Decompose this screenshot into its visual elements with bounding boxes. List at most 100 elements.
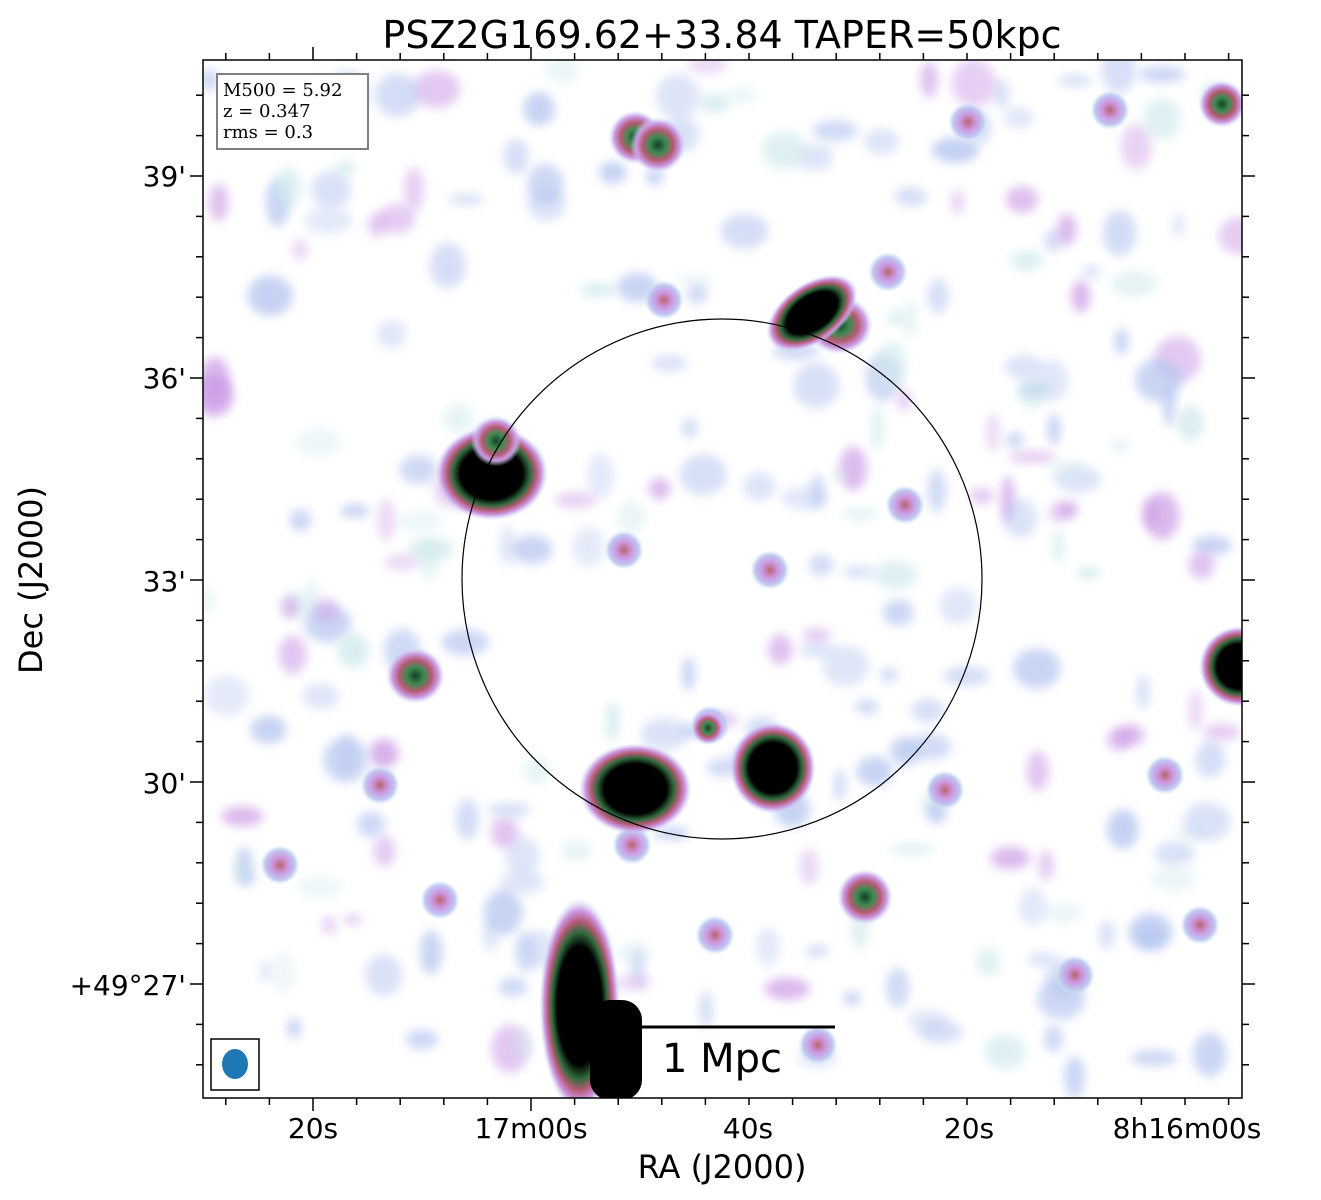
axis-ticks [190,47,1255,1111]
faint-knot [1055,955,1095,995]
noise-blob [311,170,351,209]
faint-knot [612,825,652,865]
beam-ellipse [222,1049,248,1079]
noise-blob [599,161,627,184]
noise-blob [1048,502,1070,523]
faint-knot [420,880,460,920]
noise-blob [399,454,438,485]
noise-blob [888,310,904,326]
noise-blob [340,504,370,518]
minor-source [1198,80,1242,128]
noise-blob [1114,328,1129,355]
noise-blob [278,635,307,674]
info-rms: rms = 0.3 [223,122,313,143]
noise-blob [606,702,620,742]
noise-blob [561,839,591,862]
noise-blob [343,913,362,926]
noise-blob [890,737,921,766]
y-tick-label: 33' [143,565,186,598]
noise-blob [896,389,912,412]
noise-blob [1188,689,1203,731]
diffuse-emission [203,60,1242,1098]
noise-blob [805,945,829,958]
x-tick-label: 20s [288,1112,338,1145]
noise-blob [833,769,847,802]
noise-blob [842,507,878,521]
noise-blob [203,587,216,614]
y-tick-label: 36' [143,362,186,395]
noise-blob [809,473,825,509]
noise-blob [1204,723,1241,741]
noise-blob [1076,567,1101,580]
plot-frame [202,59,1243,1099]
noise-blob [515,1026,532,1059]
noise-blob [455,798,479,840]
noise-blob [312,598,340,623]
noise-blob [855,698,879,715]
scale-bar-label: 1 Mpc [662,1036,782,1082]
noise-blob [688,60,727,74]
noise-blob [1046,460,1087,479]
minor-source [837,869,893,925]
noise-blob [943,666,990,686]
faint-knot [1180,905,1220,945]
noise-blob [648,478,671,500]
compact-source-G [385,647,446,705]
noise-blob [864,128,899,155]
noise-blob [768,634,793,665]
noise-blob [984,1034,1027,1070]
noise-blob [338,733,355,777]
noise-blob [720,213,769,249]
noise-blob [911,698,945,723]
noise-blob [572,526,605,567]
noise-blob [894,187,928,207]
compact-source-E [1198,625,1242,707]
noise-blob [373,834,396,868]
noise-blob [420,930,443,975]
noise-blob [809,554,833,576]
noise-blob [1135,925,1166,947]
noise-blob [482,920,499,952]
noise-blob [877,340,907,387]
cluster-r500-circle [461,318,983,840]
noise-blob [203,68,219,91]
noise-blob [1044,1025,1063,1053]
noise-blob [1038,850,1054,881]
noise-blob [1135,358,1183,402]
noise-blob [839,446,867,491]
noise-blob [1154,841,1195,866]
noise-blob [812,120,858,142]
y-axis-label: Dec (J2000) [12,486,50,674]
noise-blob [286,1017,302,1039]
noise-blob [1142,497,1160,530]
noise-blob [443,403,473,434]
noise-blob [259,959,272,983]
noise-blob [289,509,312,531]
noise-blob [419,540,440,580]
noise-blob [986,413,1000,453]
noise-blob [939,587,977,624]
noise-blob [842,991,862,1006]
noise-blob [617,500,645,533]
noise-blob [1003,106,1034,129]
noise-blob [554,492,597,509]
noise-blob [447,193,484,206]
noise-blob [511,534,553,565]
x-tick-label: 8h16m00s [1113,1112,1262,1145]
noise-blob [1098,920,1115,950]
compact-source-B [729,722,817,814]
noise-blob [1138,66,1186,83]
noise-blob [429,242,466,289]
noise-blob [499,870,545,895]
noise-blob [273,951,294,995]
noise-blob [1136,674,1150,710]
noise-blob [524,757,550,784]
noise-blob [613,975,652,991]
noise-blob [1116,724,1144,746]
noise-blob [902,299,917,339]
noise-blob [726,87,758,104]
noise-blob [1026,951,1059,967]
noise-blob [587,453,615,499]
noise-blob [1082,264,1101,279]
x-tick-label: 20s [944,1112,994,1145]
